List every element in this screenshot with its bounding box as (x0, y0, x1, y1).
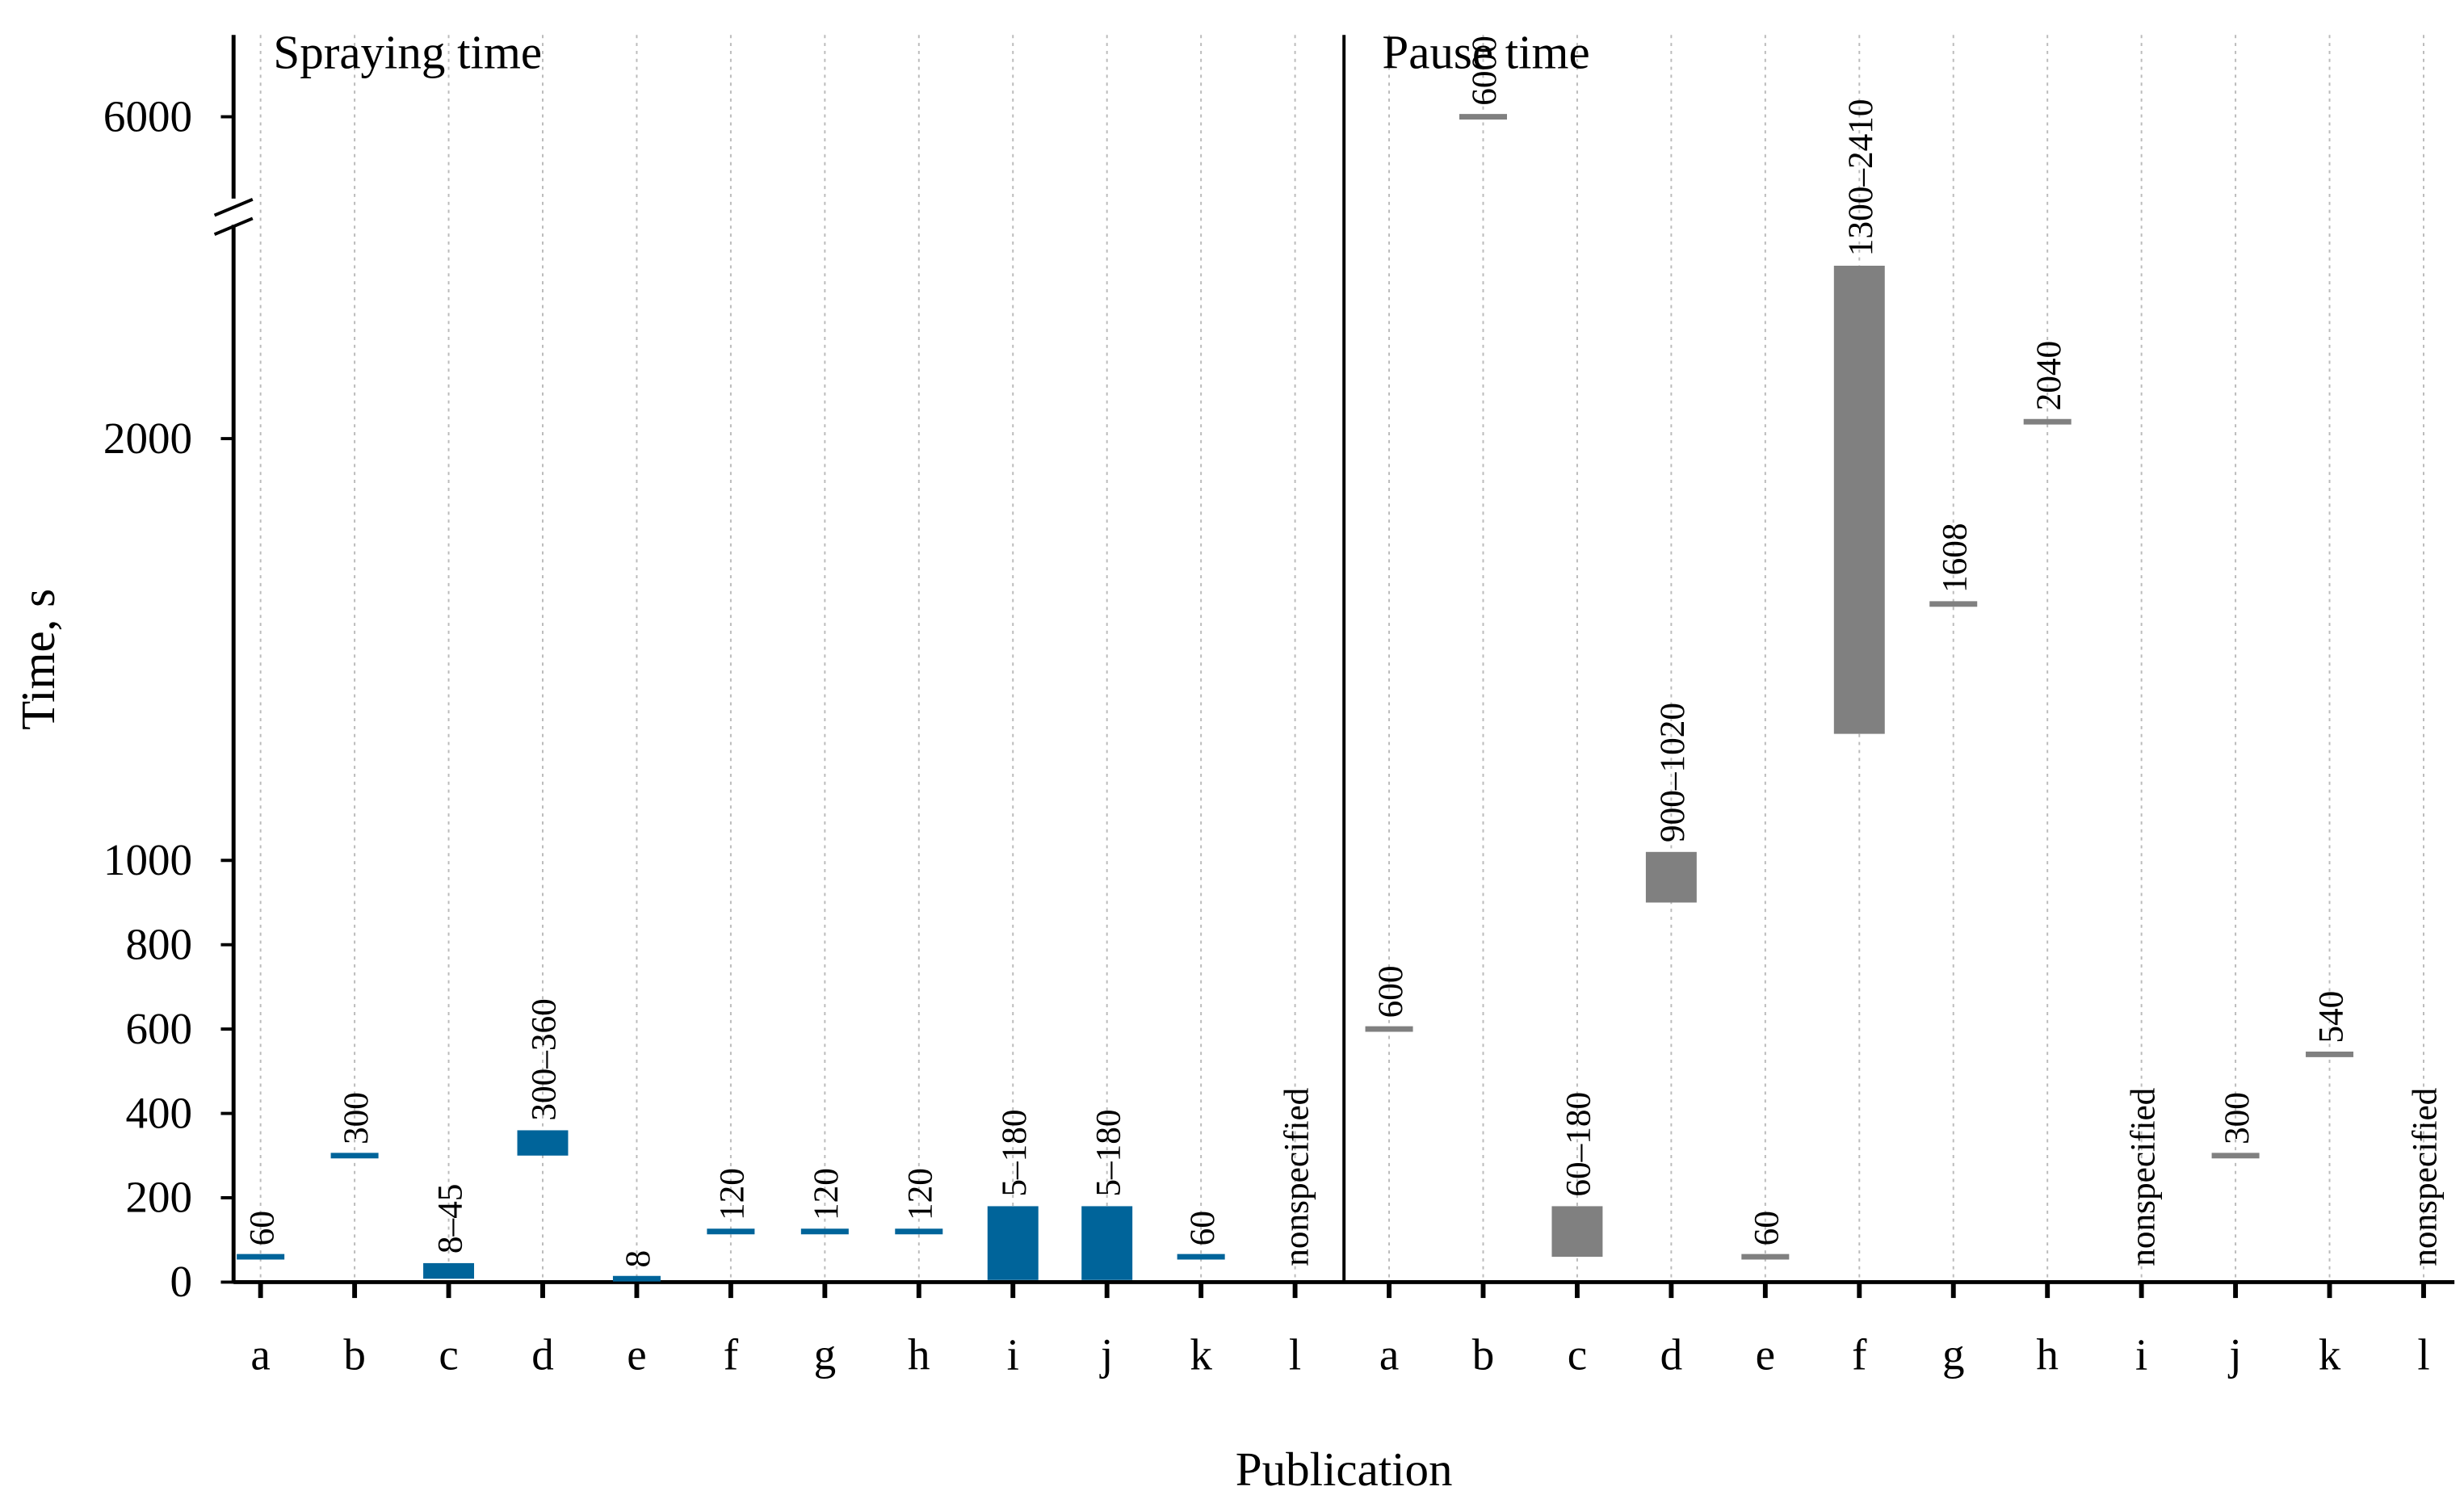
value-label: 8–45 (430, 1184, 469, 1254)
y-tick-label: 2000 (103, 414, 192, 463)
y-axis-label: Time, s (11, 589, 65, 730)
x-tick-label: d (1660, 1330, 1683, 1380)
value-label: nonspecified (2123, 1087, 2162, 1266)
x-tick-label: b (1472, 1330, 1495, 1380)
x-tick-label: d (531, 1330, 554, 1380)
x-tick-label: h (2036, 1330, 2059, 1380)
value-label: nonspecified (1277, 1087, 1316, 1266)
y-tick-label: 0 (170, 1257, 193, 1306)
x-tick-label: b (343, 1330, 366, 1380)
x-axis-label: Publication (1236, 1443, 1453, 1495)
value-label: 60 (1748, 1211, 1786, 1245)
value-label: 120 (807, 1168, 846, 1220)
y-tick-label: 200 (125, 1173, 192, 1222)
x-tick-label: f (724, 1330, 739, 1380)
value-label: 300–360 (525, 998, 564, 1120)
y-tick-label: 800 (125, 919, 192, 968)
x-tick-label: c (1568, 1330, 1587, 1380)
panel-title: Pause time (1382, 26, 1589, 79)
value-label: 5–180 (1089, 1109, 1127, 1196)
axis-break (213, 216, 254, 236)
value-label: 120 (901, 1168, 940, 1220)
value-label: 300 (337, 1092, 376, 1144)
y-tick-label: 600 (125, 1004, 192, 1053)
x-tick-label: g (1942, 1330, 1965, 1380)
x-tick-label: l (1289, 1330, 1301, 1380)
x-tick-label: k (2319, 1330, 2341, 1380)
value-label: 2040 (2030, 341, 2068, 411)
range-bar (1551, 1206, 1603, 1258)
x-tick-label: h (908, 1330, 930, 1380)
value-label: 60 (242, 1211, 281, 1245)
range-bar (1833, 265, 1885, 734)
value-label: 60 (1183, 1211, 1222, 1245)
y-tick-label: 400 (125, 1088, 192, 1137)
x-tick-label: c (439, 1330, 458, 1380)
x-tick-label: i (1007, 1330, 1019, 1380)
value-label: 60–180 (1559, 1092, 1598, 1197)
x-tick-label: l (2417, 1330, 2429, 1380)
x-tick-label: e (1756, 1330, 1775, 1380)
value-label: 300 (2218, 1092, 2256, 1144)
range-bar (517, 1130, 569, 1156)
range-bar (1081, 1206, 1133, 1280)
value-label: 1300–2410 (1841, 99, 1880, 256)
axis-break (213, 198, 254, 217)
y-tick-label: 1000 (103, 835, 192, 884)
x-tick-label: a (250, 1330, 270, 1380)
value-label: 8 (619, 1250, 657, 1268)
x-tick-label: a (1379, 1330, 1399, 1380)
panel-title: Spraying time (273, 26, 542, 79)
x-tick-label: i (2135, 1330, 2147, 1380)
value-label: 5–180 (995, 1109, 1034, 1196)
value-label: 6000 (1465, 36, 1504, 106)
range-bar (423, 1262, 475, 1279)
x-tick-label: j (2227, 1330, 2241, 1380)
value-label: 600 (1371, 965, 1410, 1018)
range-bar (1645, 851, 1697, 903)
y-tick-label: 6000 (103, 91, 192, 141)
x-tick-label: e (627, 1330, 646, 1380)
x-tick-label: j (1099, 1330, 1113, 1380)
x-tick-label: g (814, 1330, 837, 1380)
value-label: nonspecified (2406, 1087, 2445, 1266)
x-tick-label: f (1852, 1330, 1867, 1380)
value-label: 540 (2311, 991, 2350, 1044)
range-bar (987, 1206, 1039, 1280)
value-label: 120 (713, 1168, 752, 1220)
value-label: 900–1020 (1653, 703, 1692, 842)
x-tick-label: k (1190, 1330, 1212, 1380)
value-label: 1608 (1935, 523, 1974, 593)
